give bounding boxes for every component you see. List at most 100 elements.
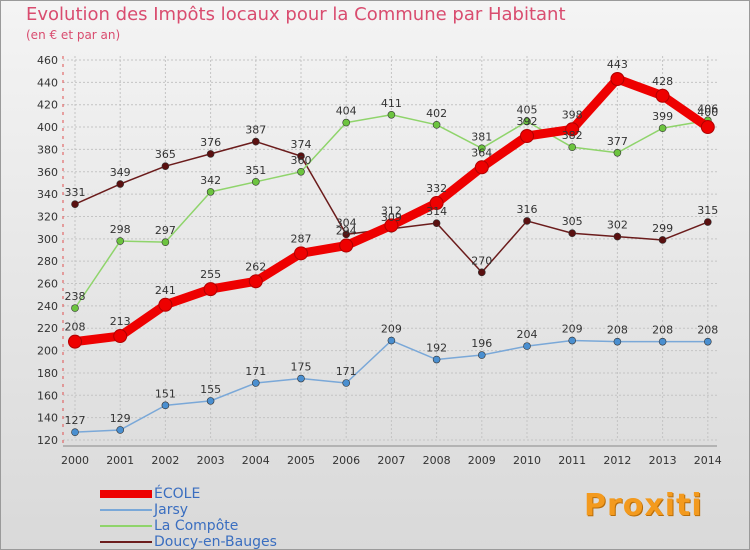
data-label: 312 <box>381 204 402 217</box>
x-tick-label: 2007 <box>377 454 405 467</box>
data-label: 208 <box>697 324 718 337</box>
data-label: 209 <box>381 323 402 336</box>
y-tick-label: 140 <box>37 412 58 425</box>
data-point <box>158 297 173 312</box>
data-label: 204 <box>517 328 538 341</box>
data-point <box>429 196 444 211</box>
data-point <box>161 238 170 246</box>
data-point <box>252 379 260 387</box>
data-point <box>565 122 580 137</box>
data-label: 209 <box>562 323 583 336</box>
data-point <box>252 137 260 146</box>
chart-title: Evolution des Impôts locaux pour la Comm… <box>26 4 566 25</box>
x-tick-label: 2003 <box>197 454 225 467</box>
data-label: 315 <box>697 204 718 217</box>
data-label: 405 <box>517 103 538 116</box>
data-point <box>613 232 622 241</box>
data-label: 304 <box>336 216 357 229</box>
data-label: 382 <box>562 129 583 142</box>
data-label: 262 <box>245 260 266 273</box>
data-label: 309 <box>381 211 402 224</box>
legend-label: La Compôte <box>154 518 239 534</box>
data-label: 332 <box>426 182 447 195</box>
data-point <box>523 117 531 126</box>
x-tick-label: 2009 <box>468 454 496 467</box>
data-point <box>523 342 531 350</box>
data-label: 294 <box>336 225 357 238</box>
data-point <box>387 336 396 345</box>
chart-grid <box>63 56 717 441</box>
x-tick-label: 2008 <box>423 454 451 467</box>
data-label: 402 <box>426 107 447 120</box>
y-tick-label: 280 <box>37 255 58 268</box>
x-tick-label: 2004 <box>242 454 270 467</box>
y-tick-label: 220 <box>37 322 58 335</box>
y-tick-label: 340 <box>37 188 58 201</box>
data-point <box>161 401 170 410</box>
x-tick-label: 2002 <box>151 454 179 467</box>
logo-text: Proxiti <box>584 488 703 523</box>
y-tick-label: 380 <box>37 143 58 156</box>
x-tick-label: 2000 <box>61 454 89 467</box>
data-label: 351 <box>245 164 266 177</box>
data-point <box>613 148 622 157</box>
data-point <box>68 334 82 349</box>
data-label: 316 <box>517 203 538 216</box>
data-point <box>610 72 625 86</box>
data-label: 365 <box>155 148 176 161</box>
data-label: 381 <box>471 130 492 143</box>
data-label: 171 <box>336 365 357 378</box>
data-label: 270 <box>471 254 492 267</box>
legend-label: Doucy-en-Bauges <box>154 534 277 550</box>
data-label: 376 <box>200 136 221 149</box>
data-label: 377 <box>607 135 628 148</box>
data-label: 374 <box>291 138 312 151</box>
y-tick-label: 200 <box>37 345 58 358</box>
data-point <box>658 124 667 132</box>
y-tick-label: 160 <box>37 389 58 402</box>
data-point <box>700 120 715 135</box>
data-label: 208 <box>607 324 628 337</box>
data-point <box>342 118 351 127</box>
legend-label: ÉCOLE <box>154 486 201 502</box>
data-label: 314 <box>426 205 447 218</box>
data-label: 151 <box>155 387 176 400</box>
data-point <box>248 274 263 289</box>
data-label: 392 <box>517 115 538 128</box>
data-point <box>342 230 351 239</box>
data-point <box>342 379 351 387</box>
y-tick-label: 360 <box>37 166 58 179</box>
data-label: 298 <box>110 223 131 236</box>
data-point <box>203 282 218 297</box>
data-label: 287 <box>291 232 312 245</box>
y-tick-label: 400 <box>37 121 58 134</box>
x-tick-label: 2010 <box>513 454 541 467</box>
data-label: 411 <box>381 97 402 110</box>
data-point <box>297 152 305 160</box>
data-point <box>384 218 399 233</box>
data-point <box>116 180 124 188</box>
data-label: 299 <box>652 222 673 235</box>
data-label: 297 <box>155 224 176 237</box>
x-tick-label: 2001 <box>106 454 134 467</box>
data-label: 241 <box>155 284 176 297</box>
data-point <box>703 337 712 346</box>
data-label: 387 <box>245 124 266 137</box>
data-point <box>206 188 215 196</box>
x-tick-label: 2014 <box>694 454 722 467</box>
legend-swatch-jarsy <box>100 509 152 511</box>
data-label: 406 <box>697 102 718 115</box>
x-tick-label: 2013 <box>649 454 677 467</box>
data-point <box>477 268 486 277</box>
data-point <box>206 150 215 158</box>
data-label: 398 <box>562 108 583 121</box>
data-point <box>71 304 79 312</box>
y-tick-label: 420 <box>37 99 58 112</box>
data-point <box>613 337 622 346</box>
data-point <box>339 238 354 253</box>
data-label: 428 <box>652 75 673 88</box>
x-tick-label: 2012 <box>603 454 631 467</box>
data-point <box>116 426 124 434</box>
data-point <box>387 110 396 119</box>
data-label: 127 <box>65 414 86 427</box>
